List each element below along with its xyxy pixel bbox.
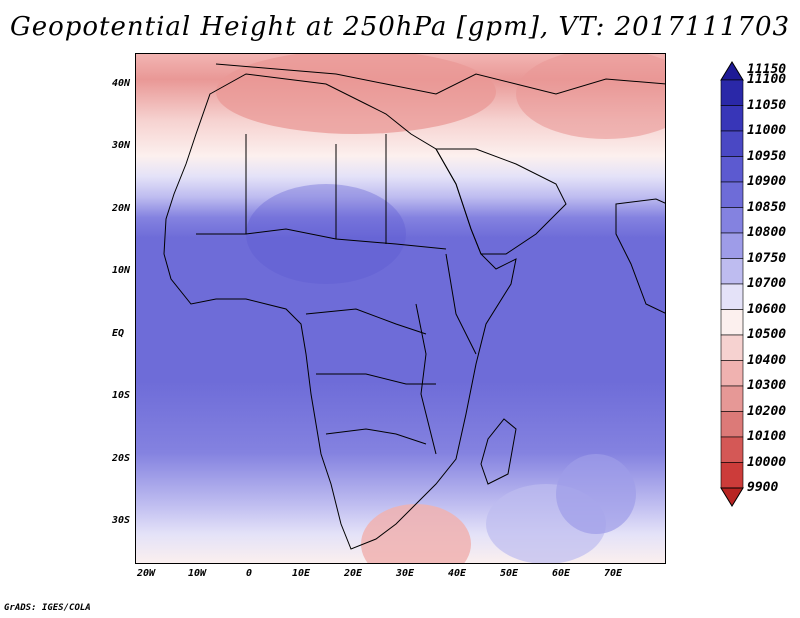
colorbar xyxy=(720,61,744,507)
colorbar-segment xyxy=(720,79,744,106)
colorbar-segment xyxy=(720,156,744,183)
colorbar-segment xyxy=(720,334,744,361)
colorbar-label: 10400 xyxy=(747,352,787,368)
colorbar-segment xyxy=(720,385,744,412)
colorbar-label: 10950 xyxy=(747,148,787,164)
colorbar-label: 10600 xyxy=(747,301,787,317)
lon-label: 20E xyxy=(343,568,363,579)
lat-label: 30S xyxy=(111,515,130,526)
colorbar-label: 10850 xyxy=(747,199,787,215)
lon-label: 40E xyxy=(447,568,467,579)
mediterranean-high xyxy=(216,54,496,134)
colorbar-segment xyxy=(720,207,744,234)
colorbar-segment xyxy=(720,462,744,489)
lat-label: 40N xyxy=(111,78,130,89)
colorbar-label: 11050 xyxy=(747,97,787,113)
colorbar-segment xyxy=(720,436,744,463)
lon-label: 70E xyxy=(603,568,623,579)
colorbar-segment xyxy=(720,309,744,336)
lon-label: 50E xyxy=(499,568,519,579)
colorbar-segment xyxy=(720,105,744,132)
lon-label: 10E xyxy=(291,568,311,579)
colorbar-segment xyxy=(720,181,744,208)
colorbar-segment xyxy=(720,232,744,259)
colorbar-segment xyxy=(720,283,744,310)
colorbar-bottom-arrow xyxy=(720,487,744,507)
colorbar-segment xyxy=(720,130,744,157)
coastlines xyxy=(163,63,665,550)
colorbar-top-arrow xyxy=(720,61,744,81)
colorbar-segment xyxy=(720,411,744,438)
lat-label: 10N xyxy=(111,265,130,276)
colorbar-segment xyxy=(720,258,744,285)
colorbar-label: 10900 xyxy=(747,174,787,189)
lat-label: 10S xyxy=(111,390,130,401)
lat-label: 20S xyxy=(111,453,130,464)
lon-label: 30E xyxy=(395,568,415,579)
lon-label: 10W xyxy=(187,568,207,579)
lat-label: 30N xyxy=(111,140,130,151)
colorbar-label: 10500 xyxy=(747,327,787,342)
map-panel xyxy=(135,53,666,564)
colorbar-segment xyxy=(720,360,744,387)
colorbar-label: 10200 xyxy=(747,403,787,419)
colorbar-label: 11100 xyxy=(747,72,787,87)
lat-label: EQ xyxy=(111,328,124,339)
colorbar-label: 11150 xyxy=(747,62,787,77)
chart-title: Geopotential Height at 250hPa [gpm], VT:… xyxy=(9,12,791,42)
footer-credit: GrADS: IGES/COLA xyxy=(4,603,91,613)
colorbar-label: 10700 xyxy=(747,276,787,291)
colorbar-label: 10750 xyxy=(747,250,787,266)
colorbar-label: 10800 xyxy=(747,225,787,240)
colorbar-label: 10000 xyxy=(747,454,787,470)
height-field-map xyxy=(136,54,665,563)
lon-label: 60E xyxy=(551,568,571,579)
lon-label: 0 xyxy=(245,568,253,579)
colorbar-label: 10300 xyxy=(747,378,787,393)
asia-high xyxy=(516,54,665,139)
colorbar-label: 9900 xyxy=(747,480,779,495)
lat-label: 20N xyxy=(111,203,130,214)
lon-label: 20W xyxy=(136,568,156,579)
colorbar-label: 11000 xyxy=(747,123,787,138)
colorbar-label: 10100 xyxy=(747,429,787,444)
southern-ridge xyxy=(361,504,471,563)
